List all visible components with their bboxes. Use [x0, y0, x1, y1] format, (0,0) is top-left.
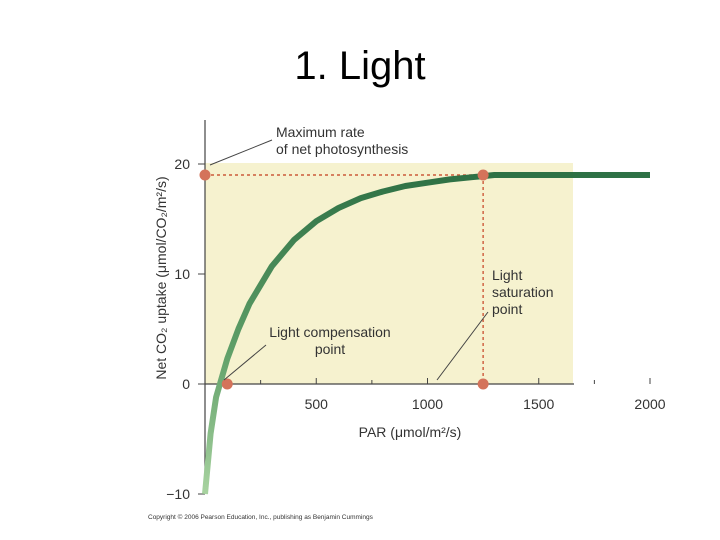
annotation-line: point: [315, 341, 345, 357]
annotation-line: Light compensation: [269, 324, 390, 340]
saturation-annotation: Light saturation point: [492, 267, 553, 317]
x-tick-label: 2000: [634, 396, 665, 412]
x-tick-label: 1000: [412, 396, 443, 412]
annotation-line: Maximum rate: [276, 124, 365, 140]
annotation-line: Light: [492, 267, 522, 283]
compensation-annotation: Light compensation point: [269, 324, 390, 357]
annotation-leader-line: [223, 344, 267, 381]
compensation-point-marker: [221, 378, 233, 390]
slide-title: 1. Light: [294, 44, 426, 88]
annotation-leaders: [209, 139, 489, 381]
x-axis-label: PAR (μmol/m²/s): [359, 424, 462, 440]
y-tick-label: 20: [174, 156, 190, 172]
annotation-leader-line: [209, 139, 273, 166]
light-response-curve: [202, 172, 650, 495]
copyright-notice: Copyright © 2006 Pearson Education, Inc.…: [148, 514, 373, 521]
annotation-line: of net photosynthesis: [276, 141, 408, 157]
annotations: Maximum rate of net photosynthesis Light c…: [269, 124, 553, 357]
max-rate-marker: [199, 169, 211, 181]
annotation-line: saturation: [492, 284, 553, 300]
y-tick-label: −10: [166, 486, 190, 502]
saturation-top-marker: [477, 169, 489, 181]
saturation-point-marker: [477, 378, 489, 390]
reference-lines: [205, 174, 484, 384]
x-tick-label: 1500: [523, 396, 554, 412]
annotation-line: point: [492, 301, 522, 317]
max-rate-annotation: Maximum rate of net photosynthesis: [276, 124, 408, 157]
axis-ticks: 20 10 0 −10 500 1000 1500 2000: [166, 156, 666, 502]
y-tick-label: 10: [174, 266, 190, 282]
key-points: [199, 169, 489, 390]
x-tick-label: 500: [305, 396, 329, 412]
y-axis-label: Net CO₂ uptake (μmol/CO₂/m²/s): [153, 176, 169, 379]
annotation-leader-line: [436, 311, 489, 381]
y-tick-label: 0: [182, 376, 190, 392]
